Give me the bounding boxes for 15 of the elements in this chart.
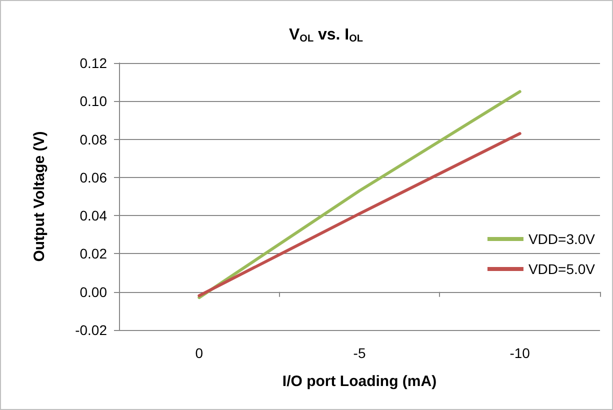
x-tick-label: 0 [195, 345, 204, 361]
x-tick-label: -5 [353, 345, 366, 361]
legend-label: VDD=5.0V [528, 261, 596, 277]
y-tick-label: 0.04 [80, 208, 108, 224]
x-tick-label: -10 [510, 345, 530, 361]
y-tick-label: 0.00 [80, 284, 108, 300]
y-tick-label: 0.10 [80, 93, 108, 110]
y-tick-label: 0.06 [80, 169, 108, 186]
y-tick-label: 0.02 [80, 246, 108, 262]
x-axis-title: I/O port Loading (mA) [282, 373, 437, 390]
y-axis-title: Output Voltage (V) [31, 131, 48, 262]
y-tick-label: 0.08 [80, 131, 108, 148]
y-tick-label: 0.12 [80, 55, 108, 71]
legend-label: VDD=3.0V [528, 231, 596, 247]
y-tick-label: -0.02 [75, 322, 108, 338]
